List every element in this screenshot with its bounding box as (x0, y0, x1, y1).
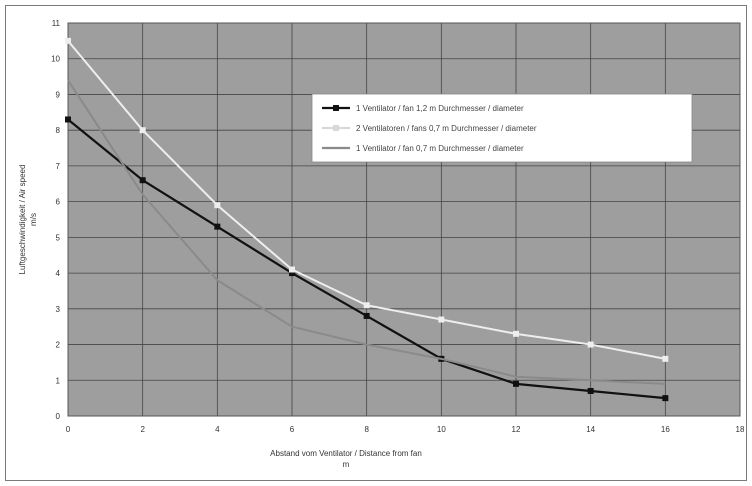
legend: 1 Ventilator / fan 1,2 m Durchmesser / d… (311, 93, 693, 163)
y-axis-unit: m/s (29, 213, 38, 226)
series-1-point (139, 177, 146, 184)
y-tick-label: 11 (52, 19, 61, 28)
x-axis-unit: m (343, 460, 350, 469)
y-tick-label: 2 (56, 341, 61, 350)
series-1-point (289, 270, 295, 277)
series-1-point (662, 395, 669, 402)
x-tick-label: 10 (437, 425, 446, 434)
x-tick-label: 4 (215, 425, 220, 434)
legend-marker-1 (333, 105, 339, 111)
x-tick-label: 2 (140, 425, 145, 434)
legend-marker-2 (333, 125, 339, 131)
y-tick-label: 0 (56, 412, 61, 421)
y-tick-label: 6 (56, 198, 61, 207)
series-2-point (139, 127, 146, 134)
y-axis-label: Luftgeschwindigkeit / Air speed (18, 165, 27, 275)
y-tick-label: 4 (56, 269, 61, 278)
y-tick-label: 3 (56, 305, 61, 314)
legend-label-2: 2 Ventilatoren / fans 0,7 m Durchmesser … (356, 124, 537, 133)
y-tick-label: 5 (56, 233, 61, 242)
legend-label-1: 1 Ventilator / fan 1,2 m Durchmesser / d… (356, 104, 524, 113)
series-1-point (363, 312, 370, 319)
legend-box (311, 93, 693, 163)
series-line-3 (67, 79, 666, 385)
x-tick-label: 14 (586, 425, 595, 434)
y-tick-label: 1 (56, 376, 61, 385)
series-2-point (587, 341, 594, 348)
series-2-point (662, 355, 669, 362)
x-tick-label: 18 (736, 425, 745, 434)
series-1-point (513, 380, 519, 387)
series-1-point (214, 223, 221, 230)
chart-frame: 0 1 2 3 4 5 6 7 8 9 10 11 0 2 4 6 8 10 12 14 16 18 Luftgeschw… (5, 5, 747, 481)
y-tick-label: 9 (56, 90, 61, 99)
series-2-point (65, 37, 71, 44)
y-tick-label: 10 (51, 55, 60, 64)
x-axis-label: Abstand vom Ventilator / Distance from f… (270, 449, 422, 458)
x-tick-label: 8 (364, 425, 369, 434)
series-2-point (214, 202, 221, 209)
series-1-point (65, 116, 71, 123)
x-tick-label: 16 (661, 425, 670, 434)
plot-area (68, 23, 740, 416)
legend-label-3: 1 Ventilator / fan 0,7 m Durchmesser / d… (356, 144, 524, 153)
x-tick-label: 12 (512, 425, 521, 434)
plot-border (67, 22, 741, 417)
series-group (65, 37, 669, 402)
x-tick-label: 0 (66, 425, 71, 434)
axis-labels: Luftgeschwindigkeit / Air speed m/s Abst… (18, 165, 422, 469)
series-2-point (513, 330, 519, 337)
series-2-point (363, 302, 370, 309)
series-2-point (438, 316, 445, 323)
series-1-point (587, 387, 594, 394)
y-tick-label: 7 (56, 162, 61, 171)
y-tick-label: 8 (56, 126, 61, 135)
x-tick-label: 6 (290, 425, 295, 434)
series-2-point (289, 266, 295, 273)
